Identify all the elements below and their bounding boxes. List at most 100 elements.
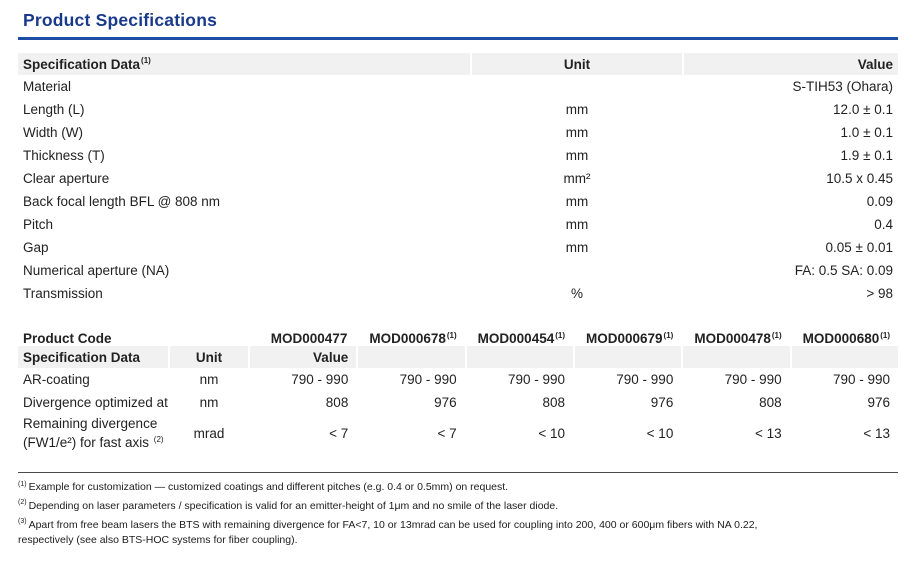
footnote-ref: (1)	[663, 330, 674, 340]
spec-label: Back focal length BFL @ 808 nm	[23, 194, 221, 209]
spec-label: Remaining divergence (FW1/e²) for fast a…	[18, 414, 168, 453]
spec-value: 0.05 ± 0.01	[825, 240, 893, 255]
footnote: (1) Example for customization — customize…	[18, 480, 898, 496]
product-code: MOD000477	[250, 331, 356, 346]
spec-label: AR-coating	[23, 372, 90, 387]
footnote-marker: (2)	[18, 499, 27, 507]
spec-value: 808	[542, 395, 565, 410]
table-row: AR-coating nm 790 - 990 790 - 990 790 - …	[18, 368, 898, 391]
spec-unit	[472, 75, 682, 98]
spec-value: < 10	[538, 426, 565, 441]
table-row: Thickness (T) mm 1.9 ± 0.1	[18, 144, 898, 167]
footnote: (3) Apart from free beam lasers the BTS w…	[18, 518, 898, 550]
spec-label-line1: Remaining divergence	[23, 416, 158, 431]
table-row: Numerical aperture (NA) FA: 0.5 SA: 0.09	[18, 259, 898, 282]
spec-value: 790 - 990	[399, 372, 457, 387]
spec-unit: mrad	[193, 426, 225, 441]
spec-label-line2-text: (FW1/e²) for fast axis	[23, 435, 153, 450]
spec-value: > 98	[866, 286, 893, 301]
header-cell-empty	[466, 346, 573, 368]
spec-unit: mm	[565, 125, 589, 140]
table-header-row: Specification Data(1) Unit Value	[18, 53, 898, 75]
table-row: Remaining divergence (FW1/e²) for fast a…	[18, 414, 898, 453]
spec-unit: mm	[565, 240, 589, 255]
footnote-text: Depending on laser parameters / specific…	[28, 499, 559, 512]
header-cell-empty	[683, 346, 790, 368]
spec-unit: %	[570, 286, 583, 301]
header-unit: Unit	[472, 53, 682, 75]
footnote-text: Apart from free beam lasers the BTS with…	[28, 518, 758, 531]
product-code-text: MOD000454	[477, 331, 555, 346]
product-code: MOD000454(1)	[467, 331, 573, 346]
spec-unit: nm	[199, 395, 219, 410]
product-code: MOD000679(1)	[575, 331, 681, 346]
footnotes-section: (1) Example for customization — customize…	[18, 472, 898, 549]
header-unit: Unit	[170, 346, 248, 368]
header-spec-data: Specification Data	[18, 346, 168, 368]
spec-value: 790 - 990	[291, 372, 349, 387]
footnote-ref: (1)	[446, 330, 457, 340]
header-cell-empty	[791, 346, 898, 368]
product-code-text: MOD000478	[694, 331, 771, 346]
table-row: Clear aperture mm² 10.5 x 0.45	[18, 167, 898, 190]
spec-unit: mm²	[563, 171, 591, 186]
header-value: Value	[250, 346, 357, 368]
page-title: Product Specifications	[23, 10, 218, 30]
title-block: Product Specifications	[18, 8, 898, 40]
spec-label: Material	[23, 79, 72, 94]
table-header-row: Specification Data Unit Value	[18, 346, 898, 368]
product-code-label: Product Code	[23, 331, 112, 346]
table-row: Width (W) mm 1.0 ± 0.1	[18, 121, 898, 144]
product-code-text: MOD000679	[586, 331, 663, 346]
spec-value: 10.5 x 0.45	[826, 171, 893, 186]
footnote-ref-2: (2)	[153, 434, 164, 444]
product-code: MOD000478(1)	[683, 331, 789, 346]
spec-value: 976	[867, 395, 890, 410]
footnote: (2) Depending on laser parameters / speci…	[18, 499, 898, 515]
spec-value: < 7	[329, 426, 349, 441]
footnote-ref-1: (1)	[141, 56, 151, 65]
product-code-text: MOD000477	[270, 331, 348, 346]
spec-unit	[472, 259, 682, 282]
spec-label: Clear aperture	[23, 171, 110, 186]
product-code-text: MOD000680	[802, 331, 880, 346]
table-row: Pitch mm 0.4	[18, 213, 898, 236]
spec-value: < 10	[646, 426, 674, 441]
header-spec-data: Specification Data(1)	[18, 53, 470, 75]
spec-value: 0.4	[874, 217, 893, 232]
spec-label: Width (W)	[23, 125, 83, 140]
footnote-marker: (1)	[18, 480, 27, 488]
spec-label: Numerical aperture (NA)	[23, 263, 170, 278]
spec-value: 808	[759, 395, 782, 410]
table-row: Transmission % > 98	[18, 282, 898, 305]
table-row: Back focal length BFL @ 808 nm mm 0.09	[18, 190, 898, 213]
product-code-row: Product Code MOD000477 MOD000678(1) MOD0…	[18, 320, 898, 346]
spec-value: 976	[434, 395, 457, 410]
spec-value: 790 - 990	[832, 372, 890, 387]
product-code: MOD000678(1)	[358, 331, 464, 346]
spec-unit: mm	[565, 217, 589, 232]
spec-label: Thickness (T)	[23, 148, 105, 163]
header-cell-empty	[575, 346, 682, 368]
header-cell-empty	[358, 346, 465, 368]
spec-label: Length (L)	[23, 102, 85, 117]
spec-value: 1.9 ± 0.1	[840, 148, 893, 163]
spec-unit: nm	[199, 372, 219, 387]
table-row: Gap mm 0.05 ± 0.01	[18, 236, 898, 259]
spec-unit: mm	[565, 194, 589, 209]
spec-value: 790 - 990	[507, 372, 565, 387]
spec-value: FA: 0.5 SA: 0.09	[794, 263, 893, 278]
product-code-text: MOD000678	[369, 331, 446, 346]
spec-value: 808	[325, 395, 349, 410]
table-row: Divergence optimized at nm 808 976 808 9…	[18, 391, 898, 414]
spec-table-products: Product Code MOD000477 MOD000678(1) MOD0…	[18, 320, 898, 453]
spec-value: 790 - 990	[724, 372, 782, 387]
spec-value: 790 - 990	[616, 372, 674, 387]
header-value: Value	[684, 53, 898, 75]
product-code: MOD000680(1)	[792, 331, 898, 346]
spec-value: 976	[650, 395, 674, 410]
spec-label: Pitch	[23, 217, 54, 232]
footnote-ref: (1)	[555, 330, 565, 340]
spec-unit: mm	[565, 102, 589, 117]
